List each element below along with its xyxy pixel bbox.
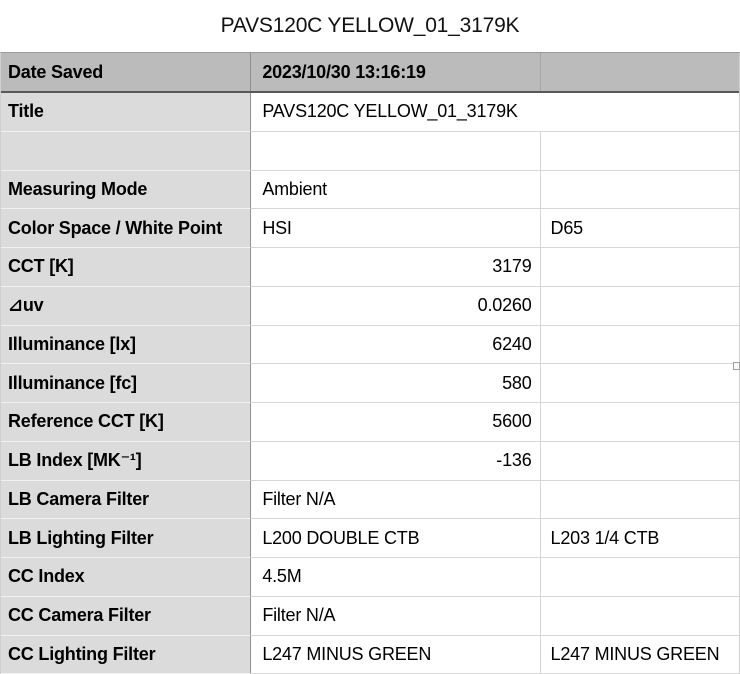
row-value2 <box>540 558 739 597</box>
row-value <box>251 132 539 171</box>
row-value2 <box>540 53 739 91</box>
table-row: LB Camera Filter Filter N/A <box>1 481 739 520</box>
row-value: Filter N/A <box>251 481 539 520</box>
row-value2 <box>540 287 739 326</box>
row-value2 <box>540 326 739 365</box>
row-value: 0.0260 <box>251 287 539 326</box>
table-row: Reference CCT [K] 5600 <box>1 403 739 442</box>
row-value: 2023/10/30 13:16:19 <box>251 53 539 91</box>
row-label: CC Index <box>1 558 251 597</box>
row-value2: D65 <box>540 209 739 248</box>
row-value: 3179 <box>251 248 539 287</box>
table-row: Illuminance [lx] 6240 <box>1 326 739 365</box>
table-row: CC Index 4.5M <box>1 558 739 597</box>
table-row: Date Saved 2023/10/30 13:16:19 <box>1 53 739 93</box>
row-value2 <box>540 403 739 442</box>
row-label: Illuminance [fc] <box>1 364 251 403</box>
row-label: Reference CCT [K] <box>1 403 251 442</box>
row-label <box>1 132 251 171</box>
row-value: L200 DOUBLE CTB <box>251 519 539 558</box>
row-label: Illuminance [lx] <box>1 326 251 365</box>
row-value: PAVS120C YELLOW_01_3179K <box>251 93 739 132</box>
row-label: LB Camera Filter <box>1 481 251 520</box>
row-value: 6240 <box>251 326 539 365</box>
row-value: 4.5M <box>251 558 539 597</box>
row-value2 <box>540 442 739 481</box>
measurement-table: Date Saved 2023/10/30 13:16:19 Title PAV… <box>0 52 740 674</box>
resize-handle <box>733 362 740 370</box>
row-value: Filter N/A <box>251 597 539 636</box>
row-value2 <box>540 597 739 636</box>
row-label: Title <box>1 93 251 132</box>
row-label: ⊿uv <box>1 287 251 326</box>
row-value: HSI <box>251 209 539 248</box>
row-value: -136 <box>251 442 539 481</box>
table-row: Color Space / White Point HSI D65 <box>1 209 739 248</box>
row-value2 <box>540 248 739 287</box>
table-row <box>1 132 739 171</box>
table-row: Measuring Mode Ambient <box>1 171 739 210</box>
table-row: LB Index [MK⁻¹] -136 <box>1 442 739 481</box>
table-row: CC Camera Filter Filter N/A <box>1 597 739 636</box>
row-label: CC Camera Filter <box>1 597 251 636</box>
row-value: 580 <box>251 364 539 403</box>
row-label: CCT [K] <box>1 248 251 287</box>
row-label: CC Lighting Filter <box>1 636 251 674</box>
table-row: CCT [K] 3179 <box>1 248 739 287</box>
table-row: LB Lighting Filter L200 DOUBLE CTB L203 … <box>1 519 739 558</box>
row-value2: L203 1/4 CTB <box>540 519 739 558</box>
page-title: PAVS120C YELLOW_01_3179K <box>0 0 740 52</box>
table-row: Title PAVS120C YELLOW_01_3179K <box>1 93 739 132</box>
row-label: LB Lighting Filter <box>1 519 251 558</box>
row-value2 <box>540 132 739 171</box>
row-label: Measuring Mode <box>1 171 251 210</box>
row-value: Ambient <box>251 171 539 210</box>
table-row: CC Lighting Filter L247 MINUS GREEN L247… <box>1 636 739 674</box>
row-label: LB Index [MK⁻¹] <box>1 442 251 481</box>
row-label: Color Space / White Point <box>1 209 251 248</box>
row-label: Date Saved <box>1 53 251 91</box>
table-row: ⊿uv 0.0260 <box>1 287 739 326</box>
row-value2 <box>540 171 739 210</box>
row-value2: L247 MINUS GREEN <box>540 636 739 674</box>
row-value2 <box>540 481 739 520</box>
row-value: 5600 <box>251 403 539 442</box>
row-value: L247 MINUS GREEN <box>251 636 539 674</box>
table-row: Illuminance [fc] 580 <box>1 364 739 403</box>
row-value2 <box>540 364 739 403</box>
